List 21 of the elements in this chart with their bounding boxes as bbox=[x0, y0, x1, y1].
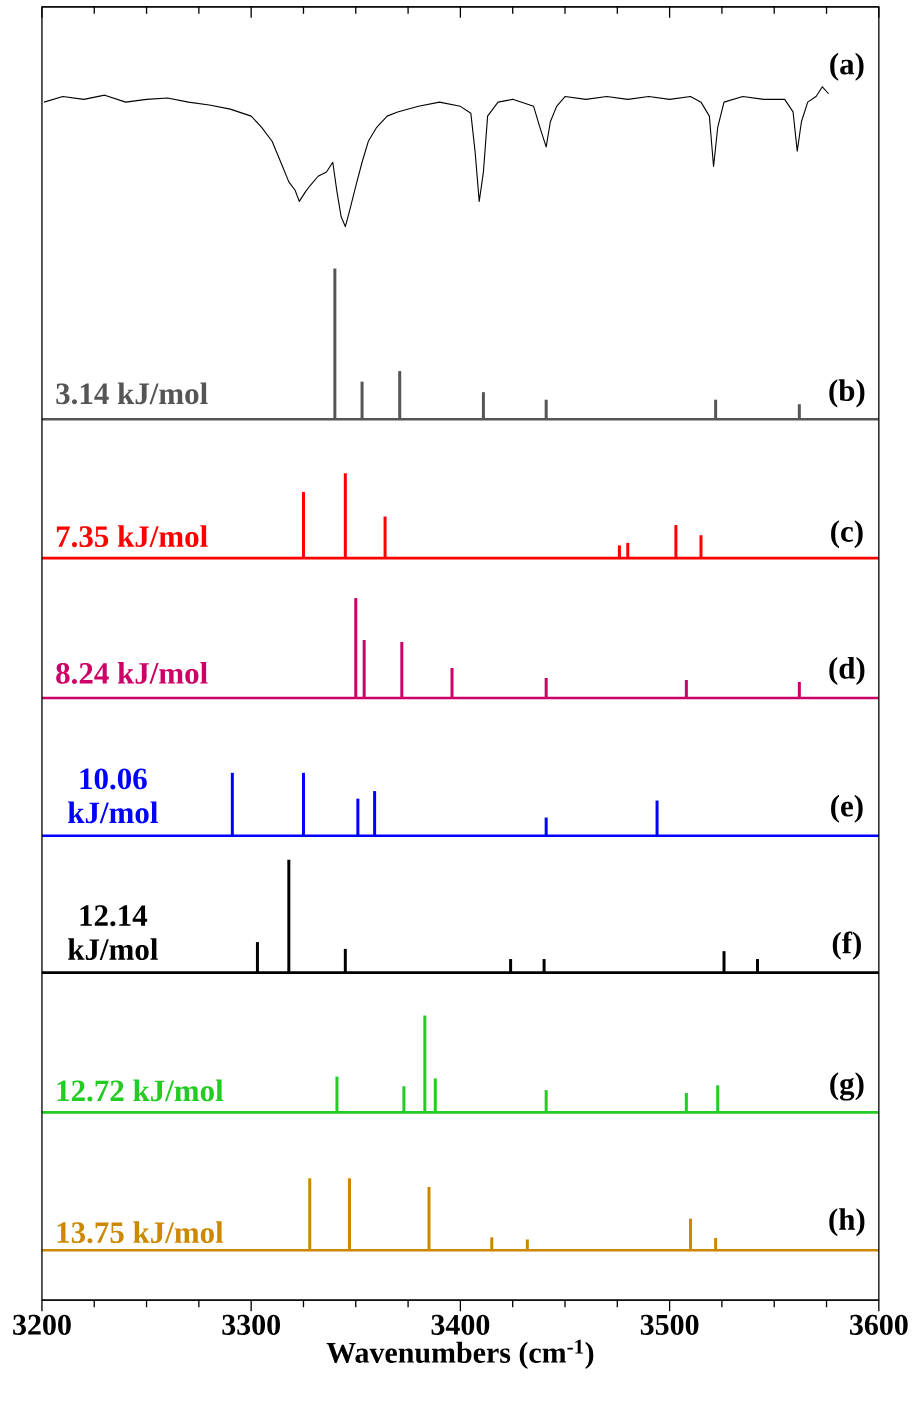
annotation: (d) bbox=[829, 656, 865, 686]
x-axis-title: Wavenumbers (cm$^{-1}$) bbox=[326, 1339, 594, 1369]
annotation: 7.35 kJ/mol bbox=[57, 525, 208, 548]
annotation: (g) bbox=[830, 1072, 864, 1101]
x-tick-label: 3200 bbox=[13, 1314, 71, 1335]
annotation: 8.24 kJ/mol bbox=[56, 662, 208, 684]
annotation: 10.06 kJ/mol bbox=[68, 768, 159, 824]
annotation: 3.14 kJ/mol bbox=[56, 382, 208, 405]
annotation: (h) bbox=[829, 1208, 865, 1237]
annotation: (c) bbox=[831, 520, 863, 549]
x-tick-label: 3500 bbox=[640, 1314, 699, 1335]
annotation: (f) bbox=[832, 931, 862, 960]
annotation: 12.72 kJ/mol bbox=[57, 1079, 224, 1102]
annotation: 13.75 kJ/mol bbox=[57, 1221, 224, 1244]
x-tick-label: 3600 bbox=[850, 1314, 908, 1335]
x-tick-label: 3300 bbox=[222, 1314, 281, 1335]
annotation: (e) bbox=[831, 794, 863, 823]
text: (a) bbox=[830, 52, 864, 81]
annotation: (b) bbox=[829, 379, 865, 408]
annotation: 12.14 kJ/mol bbox=[68, 905, 159, 961]
x-tick-label: 3400 bbox=[431, 1314, 490, 1335]
